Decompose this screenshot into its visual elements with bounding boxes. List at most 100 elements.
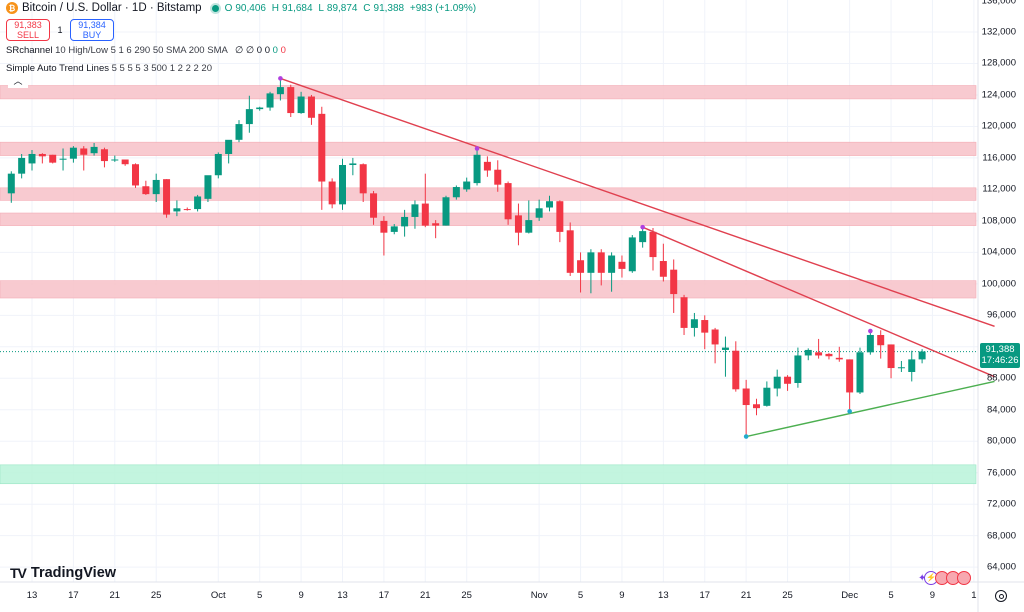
time-tick-label: 13: [26, 590, 38, 601]
economic-events[interactable]: ✦ ⚡: [918, 571, 972, 585]
indicator-values: ∅ ∅ 0 0: [234, 45, 270, 56]
candle-up: [639, 231, 647, 243]
candle-up: [463, 181, 471, 190]
candle-up: [804, 349, 812, 356]
open-value: 90,406: [235, 2, 266, 14]
candle-up: [473, 154, 481, 184]
resistance-zone: [0, 141, 977, 156]
pivot-high-marker: [474, 146, 480, 151]
candle-down: [825, 353, 833, 357]
candle-down: [815, 352, 823, 356]
pivot-high-marker: [868, 328, 873, 334]
indicator-params: 5 5 5 5 3 500 1 2 2 2 20: [111, 63, 212, 74]
candle-up: [908, 359, 916, 372]
tradingview-logo[interactable]: TV TradingView: [10, 565, 116, 581]
us-flag-event-icon[interactable]: [957, 571, 972, 585]
candle-down: [504, 183, 512, 220]
price-tick-label: 104,000: [981, 246, 1016, 258]
time-tick-label: 9: [929, 590, 936, 601]
support-zone: [0, 464, 977, 485]
time-tick-label: 17: [378, 590, 390, 601]
symbol-title[interactable]: Bitcoin / U.S. Dollar · 1D · Bitstamp: [22, 2, 202, 14]
add-event-icon[interactable]: ✦: [918, 572, 927, 584]
bar-countdown: 17:46:26: [981, 355, 1019, 366]
time-tick-label: 17: [699, 590, 711, 601]
time-tick-label: 25: [782, 590, 793, 601]
logo-text: TradingView: [30, 565, 117, 581]
time-tick-label: 25: [461, 590, 472, 601]
candle-up: [59, 158, 67, 160]
candle-down: [421, 203, 429, 226]
sell-label: SELL: [16, 30, 40, 40]
pivot-high-marker: [640, 224, 645, 230]
candle-up: [442, 197, 450, 226]
candle-up: [28, 153, 36, 164]
candle-down: [483, 161, 491, 171]
candle-down: [701, 320, 709, 333]
candle-up: [297, 96, 305, 114]
candle-up: [173, 208, 181, 212]
pivot-high-marker: [278, 76, 283, 81]
candle-down: [556, 201, 564, 232]
candle-up: [256, 107, 264, 110]
price-tick-label: 132,000: [981, 26, 1016, 38]
candle-up: [390, 226, 398, 232]
candle-up: [608, 255, 616, 273]
candle-up: [546, 201, 553, 208]
collapse-legend-chevron-up-icon[interactable]: ︿: [8, 74, 28, 88]
candle-down: [287, 87, 295, 114]
uptrend-line: [745, 380, 995, 438]
price-tick-label: 128,000: [981, 57, 1016, 69]
candle-up: [690, 319, 698, 328]
spread-value: 1: [57, 25, 63, 35]
candle-down: [566, 230, 574, 273]
time-tick-label: 9: [619, 590, 625, 601]
pivot-low-marker: [847, 409, 852, 414]
chart-settings-gear-icon[interactable]: [995, 590, 1007, 602]
price-tick-label: 108,000: [981, 215, 1016, 227]
candle-down: [618, 261, 626, 269]
price-tick-label: 64,000: [986, 561, 1016, 573]
pivot-low-marker: [743, 434, 749, 439]
candle-down: [80, 148, 88, 155]
resistance-zone: [0, 280, 977, 299]
price-tick-label: 120,000: [981, 120, 1016, 132]
resistance-zone: [0, 187, 977, 201]
candle-down: [183, 209, 191, 211]
candle-down: [732, 350, 740, 390]
candle-down: [49, 154, 57, 163]
close-value: 91,388: [373, 2, 405, 14]
time-tick-label: 5: [257, 590, 263, 601]
ohlc-values: O 90,406 H 91,684 L 89,874 C 91,388 +983 (+1…: [225, 3, 479, 14]
candle-down: [577, 260, 585, 273]
indicator-auto-trend-lines[interactable]: Simple Auto Trend Lines 5 5 5 5 3 500 1 …: [6, 60, 479, 78]
candle-up: [18, 157, 26, 174]
price-tick-label: 136,000: [981, 0, 1016, 7]
candle-down: [742, 388, 750, 406]
candle-down: [887, 344, 895, 369]
time-tick-label: 1: [971, 590, 977, 601]
downtrend-line: [642, 226, 995, 378]
sell-button[interactable]: 91,383 SELL: [6, 19, 50, 41]
market-status-icon: [211, 4, 219, 12]
candle-up: [235, 124, 243, 140]
candle-down: [784, 376, 792, 384]
candle-down: [680, 297, 688, 328]
time-tick-label: 25: [150, 590, 162, 601]
buy-button[interactable]: 91,384 BUY: [70, 19, 114, 41]
candle-down: [307, 96, 315, 118]
resistance-zone: [0, 85, 977, 100]
close-label: C: [363, 2, 371, 14]
price-tick-label: 100,000: [981, 278, 1016, 290]
candle-down: [318, 113, 326, 182]
bitcoin-icon: ₿: [6, 2, 18, 14]
indicator-srchannel[interactable]: SRchannel 10 High/Low 5 1 6 290 50 SMA 2…: [6, 42, 479, 60]
price-tick-label: 68,000: [986, 530, 1016, 542]
candle-down: [514, 215, 522, 233]
candle-down: [877, 334, 885, 346]
candle-up: [194, 196, 202, 210]
candle-down: [711, 329, 719, 345]
price-tick-label: 112,000: [982, 183, 1016, 195]
tradingview-logo-icon: TV: [10, 565, 27, 581]
